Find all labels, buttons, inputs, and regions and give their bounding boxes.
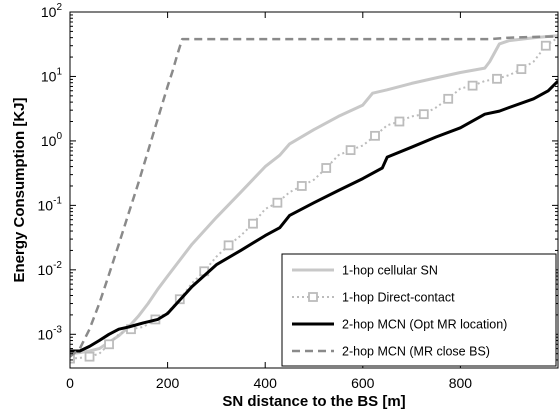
legend-box bbox=[281, 253, 557, 367]
legend-marker bbox=[308, 292, 318, 302]
series-marker-2 bbox=[443, 93, 454, 104]
series-marker-2 bbox=[321, 163, 332, 173]
series-marker-2 bbox=[345, 145, 356, 156]
ticks-layer: 0 200 400 600 800 10-3 10-2 10-1 100 101 102 bbox=[38, 2, 558, 391]
legend-label-3: 2-hop MCN (Opt MR location) bbox=[342, 318, 507, 332]
x-axis-title: SN distance to the BS [m] bbox=[222, 393, 405, 410]
y-axis-title: Energy Consumption [KJ] bbox=[11, 97, 28, 282]
series-marker-2 bbox=[516, 64, 527, 75]
series-marker-2 bbox=[394, 116, 405, 127]
series-marker-2 bbox=[84, 351, 95, 362]
series-marker-2 bbox=[492, 73, 502, 84]
y-tick-label: 100 bbox=[41, 131, 63, 149]
series-marker-2 bbox=[370, 130, 380, 141]
x-tick-label: 200 bbox=[156, 375, 180, 391]
series-layer bbox=[70, 34, 558, 364]
y-tick-label: 10-2 bbox=[38, 260, 63, 278]
y-tick-label: 102 bbox=[41, 2, 63, 20]
series-marker-2 bbox=[272, 197, 283, 208]
x-tick-label: 600 bbox=[351, 375, 375, 391]
series-marker-2 bbox=[104, 339, 114, 350]
series-marker-2 bbox=[296, 181, 307, 191]
y-tick-label: 10-1 bbox=[38, 195, 63, 213]
x-tick-label: 400 bbox=[254, 375, 278, 391]
series-marker-2 bbox=[248, 218, 258, 229]
series-line-4 bbox=[70, 35, 558, 358]
series-marker-2 bbox=[467, 80, 478, 91]
legend-label-1: 1-hop cellular SN bbox=[342, 264, 438, 278]
plot-frame bbox=[69, 11, 559, 369]
legend-label-2: 1-hop Direct-contact bbox=[342, 291, 455, 305]
series-marker-2 bbox=[70, 353, 75, 364]
series-line-3 bbox=[70, 79, 558, 353]
series-marker-2 bbox=[418, 109, 429, 120]
series-marker-2 bbox=[223, 240, 234, 251]
x-tick-label: 0 bbox=[66, 375, 74, 391]
series-marker-2 bbox=[540, 40, 551, 51]
y-tick-label: 101 bbox=[41, 66, 63, 84]
x-tick-label: 800 bbox=[449, 375, 473, 391]
legend: 1-hop cellular SN 1-hop Direct-contact 2-h… bbox=[281, 253, 557, 367]
y-tick-label: 10-3 bbox=[38, 324, 63, 342]
legend-label-4: 2-hop MCN (MR close BS) bbox=[342, 345, 490, 359]
